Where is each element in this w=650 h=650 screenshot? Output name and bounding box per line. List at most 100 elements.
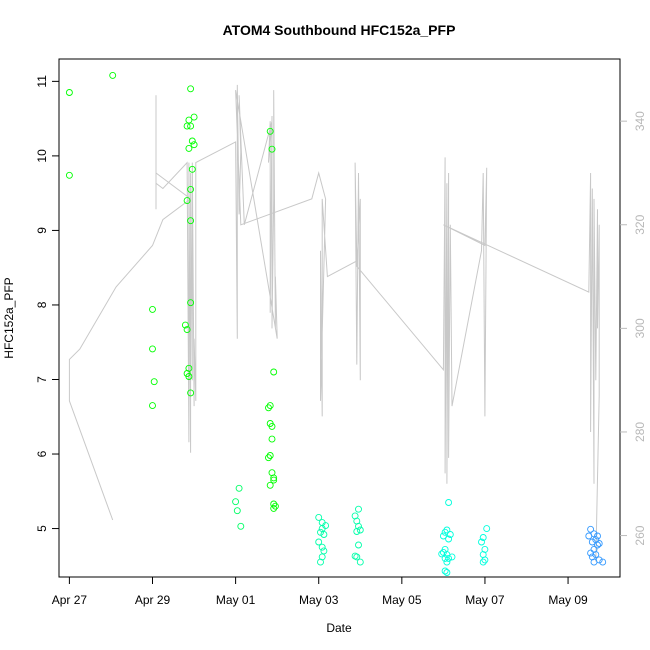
data-point-s4-0 — [587, 525, 595, 533]
data-point-s0-16 — [187, 185, 195, 193]
right-y-axis: 260 280 300 320 340 — [620, 111, 647, 546]
data-point-s3-12 — [445, 554, 453, 562]
y-tick-label: 11 — [35, 75, 49, 88]
x-tick-label: Apr 29 — [135, 593, 171, 607]
data-point-s0-14 — [190, 141, 198, 149]
x-tick-label: May 09 — [548, 593, 588, 607]
data-point-s3-0 — [445, 499, 453, 506]
data-point-s0-26 — [266, 127, 274, 135]
data-point-s4-10 — [592, 551, 600, 559]
data-point-s0-19 — [187, 299, 195, 307]
data-point-s0-34 — [266, 452, 274, 459]
data-point-s0-17 — [183, 197, 191, 205]
data-point-s2-13 — [351, 512, 359, 520]
data-point-s1-0 — [235, 484, 243, 492]
data-point-s2-19 — [353, 553, 361, 561]
data-point-s3-8 — [438, 550, 446, 558]
x-axis-label: Date — [326, 621, 352, 635]
data-point-s3-3 — [446, 531, 454, 538]
data-point-s4-3 — [594, 532, 601, 540]
data-point-s3-17 — [479, 534, 487, 541]
y-axis-label: HFC152a_PFP — [2, 277, 16, 358]
plot-frame — [58, 58, 621, 578]
data-point-s4-5 — [588, 538, 596, 546]
y-tick-label: 6 — [35, 450, 49, 457]
y-tick-label: 10 — [35, 149, 49, 163]
data-point-s0-15 — [188, 165, 196, 173]
data-point-s0-21 — [183, 326, 191, 334]
data-point-s3-10 — [448, 553, 456, 561]
data-point-s0-39 — [266, 481, 274, 489]
data-point-s3-21 — [481, 556, 489, 564]
data-point-s4-14 — [599, 558, 607, 566]
data-point-s0-40 — [270, 500, 278, 508]
data-point-s0-41 — [271, 502, 279, 510]
series-line — [68, 84, 600, 562]
data-point-s0-28 — [270, 368, 278, 376]
data-point-s2-8 — [320, 547, 328, 555]
data-point-s0-4 — [149, 345, 156, 353]
right-axis-line-series — [68, 84, 600, 562]
data-point-s4-13 — [590, 558, 598, 566]
data-point-s0-37 — [270, 474, 278, 482]
y-axis: 5 6 7 8 9 10 11 — [35, 75, 60, 532]
y2-tick-label: 340 — [633, 111, 647, 131]
scatter-points — [65, 71, 607, 576]
data-point-s0-29 — [266, 402, 274, 410]
data-point-s0-3 — [149, 305, 156, 313]
x-tick-label: May 03 — [299, 593, 339, 607]
x-axis: Apr 27 Apr 29 May 01 May 03 May 05 May 07 May … — [52, 576, 588, 607]
data-point-s0-30 — [265, 404, 272, 412]
x-tick-label: May 05 — [382, 593, 422, 607]
data-point-s0-7 — [187, 85, 195, 93]
data-point-s0-24 — [185, 373, 193, 380]
data-point-s3-1 — [443, 526, 451, 534]
data-point-s0-1 — [65, 171, 73, 179]
data-point-s1-2 — [233, 507, 241, 515]
data-point-s2-6 — [315, 538, 323, 546]
data-point-s0-33 — [268, 435, 276, 443]
data-point-s3-18 — [478, 538, 485, 546]
data-point-s3-13 — [443, 558, 451, 566]
data-point-s0-35 — [265, 454, 272, 462]
x-tick-label: May 01 — [216, 593, 256, 607]
data-point-s4-7 — [594, 541, 601, 549]
x-tick-label: Apr 27 — [52, 593, 88, 607]
y2-tick-label: 260 — [633, 525, 647, 545]
data-point-s2-10 — [317, 558, 324, 566]
data-point-s0-18 — [187, 217, 195, 225]
chart-title: ATOM4 Southbound HFC152a_PFP — [223, 22, 456, 38]
data-point-s3-11 — [441, 554, 449, 562]
data-point-s2-15 — [356, 526, 364, 534]
data-point-s2-20 — [356, 558, 364, 566]
data-point-s3-22 — [479, 558, 487, 566]
data-point-s1-3 — [237, 522, 245, 530]
y2-tick-label: 280 — [633, 422, 647, 442]
data-point-s2-0 — [315, 513, 323, 521]
data-point-s0-2 — [109, 71, 117, 79]
y2-tick-label: 300 — [633, 318, 647, 338]
data-point-s0-32 — [268, 422, 276, 430]
data-point-s1-1 — [232, 498, 240, 506]
data-point-s0-20 — [181, 321, 189, 329]
y-tick-label: 8 — [35, 301, 49, 308]
data-point-s0-12 — [188, 137, 196, 145]
data-point-s0-25 — [187, 389, 195, 397]
data-point-s0-13 — [185, 144, 193, 152]
data-point-s0-10 — [187, 122, 195, 130]
data-point-s2-17 — [355, 541, 362, 549]
data-point-s0-38 — [270, 476, 278, 484]
data-point-s2-11 — [355, 505, 362, 513]
data-point-s2-16 — [353, 528, 361, 535]
data-point-s3-15 — [443, 569, 451, 576]
data-point-s3-14 — [441, 567, 449, 575]
data-point-s2-7 — [318, 543, 326, 551]
data-point-s0-0 — [65, 89, 73, 96]
data-point-s3-16 — [483, 525, 491, 533]
data-point-s0-5 — [150, 378, 158, 386]
data-point-s0-6 — [149, 402, 156, 410]
y-tick-label: 7 — [35, 376, 49, 383]
data-point-s0-11 — [190, 113, 198, 121]
data-point-s0-42 — [270, 504, 278, 512]
